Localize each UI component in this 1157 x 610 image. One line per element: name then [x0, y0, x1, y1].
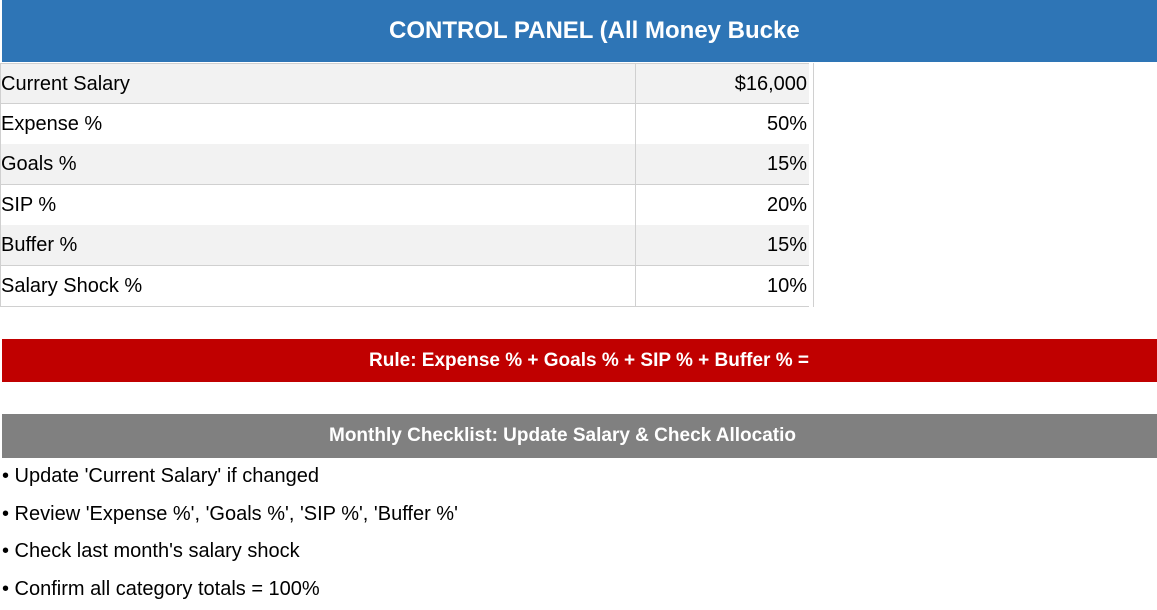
table-row: Expense % 50% — [1, 103, 809, 145]
checklist-item: • Check last month's salary shock — [2, 540, 300, 562]
header-bar: CONTROL PANEL (All Money Bucke — [2, 0, 1157, 62]
row-label: Goals % — [1, 144, 636, 184]
control-table: Current Salary $16,000 Expense % 50% Goals %… — [0, 63, 814, 307]
header-title: CONTROL PANEL (All Money Bucke — [389, 17, 800, 44]
table-row: Current Salary $16,000 — [1, 63, 809, 104]
table-row: Buffer % 15% — [1, 225, 809, 266]
table-row: Salary Shock % 10% — [1, 265, 809, 307]
row-label: Expense % — [1, 103, 636, 144]
table-row: SIP % 20% — [1, 184, 809, 226]
checklist-item: • Confirm all category totals = 100% — [2, 577, 320, 600]
row-label: Salary Shock % — [1, 265, 636, 306]
rule-bar: Rule: Expense % + Goals % + SIP % + Buff… — [2, 339, 1157, 382]
row-value: 20% — [766, 193, 807, 216]
row-label: Current Salary — [1, 64, 636, 103]
checklist-title: Monthly Checklist: Update Salary & Check… — [329, 425, 797, 446]
row-label: Buffer % — [1, 225, 636, 265]
row-value: 15% — [766, 153, 807, 175]
row-value: $16,000 — [734, 73, 807, 95]
row-value: 15% — [766, 234, 807, 256]
row-value: 10% — [766, 274, 807, 297]
table-row: Goals % 15% — [1, 144, 809, 185]
checklist-bar: Monthly Checklist: Update Salary & Check… — [2, 414, 1157, 458]
row-value: 50% — [766, 112, 807, 135]
row-label: SIP % — [1, 184, 636, 225]
rule-text: Rule: Expense % + Goals % + SIP % + Buff… — [369, 349, 809, 371]
checklist-item: • Review 'Expense %', 'Goals %', 'SIP %'… — [2, 502, 458, 525]
checklist-item: • Update 'Current Salary' if changed — [2, 465, 320, 487]
